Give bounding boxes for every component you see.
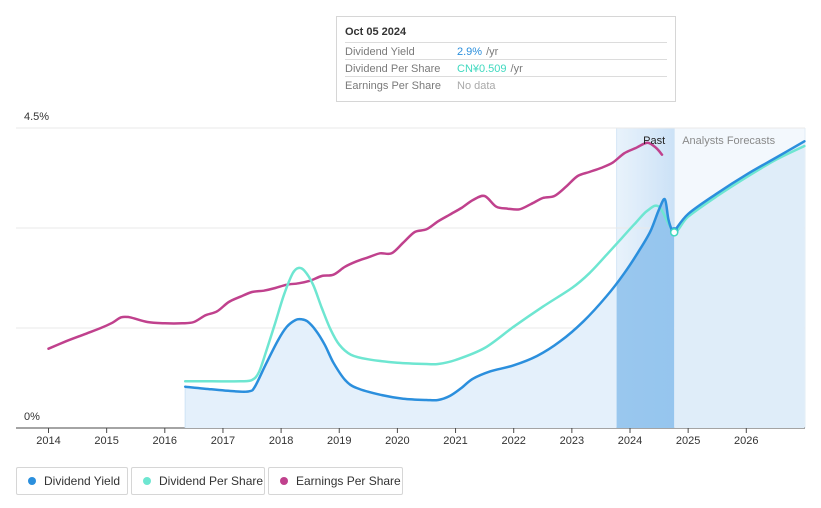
x-tick-label: 2019 [327,435,351,447]
tooltip-label: Dividend Yield [345,46,415,58]
y-tick-label: 4.5% [24,111,49,123]
x-tick-label: 2022 [501,435,525,447]
x-tick-label: 2017 [211,435,235,447]
legend-label: Dividend Per Share [159,474,264,488]
dividend-yield-forecast-area [674,141,805,428]
dividend-yield-line [183,140,806,402]
x-tick-label: 2026 [734,435,758,447]
tooltip-label: Dividend Per Share [345,63,441,75]
chart-tooltip: Oct 05 2024 Dividend Yield 2.9%/yr Divid… [336,16,676,102]
chart-fill-layer [184,141,805,428]
legend-item-earnings-per-share[interactable]: Earnings Per Share [268,467,403,495]
legend-label: Dividend Yield [44,474,121,488]
x-tick-label: 2025 [676,435,700,447]
x-tick-label: 2014 [36,435,60,447]
tooltip-value: CN¥0.509/yr [457,63,523,75]
legend-item-dividend-yield[interactable]: Dividend Yield [16,467,128,495]
x-tick-label: 2016 [153,435,177,447]
tooltip-value: 2.9%/yr [457,46,499,58]
legend-dot-icon [28,477,36,485]
dividend-yield-area-highlight [616,199,675,428]
tooltip-row-dividend-yield: Dividend Yield 2.9%/yr [345,42,667,60]
x-tick-label: 2018 [269,435,293,447]
tooltip-value: No data [457,80,496,92]
x-tick-label: 2024 [618,435,642,447]
chart-lines-layer [47,140,806,402]
legend-label: Earnings Per Share [296,474,401,488]
y-tick-label: 0% [24,411,40,423]
legend-dot-icon [280,477,288,485]
earnings-per-share-line [47,141,664,350]
legend-dot-icon [143,477,151,485]
chart-text-layer: 4.5% 0% 2014 2015 2016 2017 2018 2019 2020 2021 20… [24,111,776,447]
tooltip-row-earnings-per-share: Earnings Per Share No data [345,76,667,94]
past-label: Past [643,135,665,147]
forecast-label: Analysts Forecasts [682,135,775,147]
x-tick-label: 2015 [94,435,118,447]
dividend-per-share-marker [669,228,679,237]
legend-item-dividend-per-share[interactable]: Dividend Per Share [131,467,265,495]
tooltip-label: Earnings Per Share [345,80,441,92]
tooltip-row-dividend-per-share: Dividend Per Share CN¥0.509/yr [345,59,667,77]
x-tick-label: 2021 [443,435,467,447]
x-tick-label: 2020 [385,435,409,447]
dividend-yield-area [185,283,617,428]
x-tick-label: 2023 [560,435,584,447]
tooltip-date: Oct 05 2024 [345,26,407,38]
